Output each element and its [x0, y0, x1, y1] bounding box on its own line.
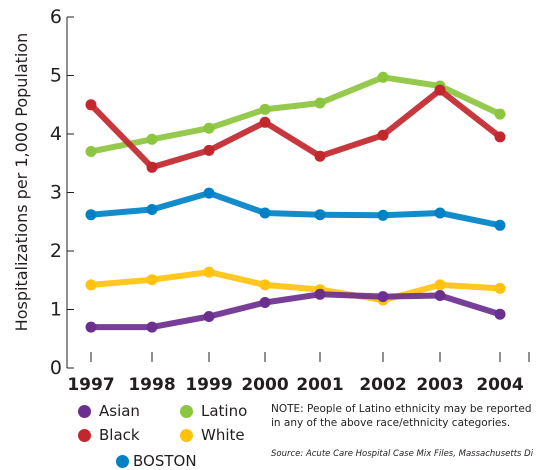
x-tick-label: 1997 [67, 375, 114, 395]
data-point-boston [314, 209, 326, 221]
x-tick-label: 1999 [185, 375, 232, 395]
data-point-black [314, 150, 326, 162]
legend-label-boston: BOSTON [133, 452, 197, 470]
y-tick-label: 4 [50, 123, 62, 145]
series-line-black [88, 87, 503, 171]
data-point-black [85, 99, 97, 111]
data-point-black [434, 84, 446, 96]
chart-axes [66, 16, 530, 369]
note-text: NOTE: People of Latino ethnicity may be … [271, 403, 532, 429]
data-point-latino [377, 71, 389, 83]
y-tick-label: 5 [50, 65, 62, 87]
black-swatch-icon [78, 428, 91, 442]
data-point-black [203, 144, 215, 156]
data-point-boston [146, 204, 158, 215]
x-tick-label: 2001 [296, 375, 343, 395]
data-point-black [146, 161, 158, 173]
x-tick-label: 2000 [241, 375, 288, 395]
data-point-asian [314, 288, 326, 300]
data-point-asian [494, 308, 506, 320]
x-tick-label: 2002 [359, 375, 406, 395]
data-point-asian [259, 297, 271, 308]
data-point-black [494, 131, 506, 143]
data-point-black [377, 129, 389, 141]
y-tick-label: 6 [50, 6, 62, 28]
data-point-asian [377, 291, 389, 303]
data-point-latino [259, 103, 271, 115]
data-point-boston [434, 207, 446, 219]
y-tick-label: 2 [50, 240, 62, 262]
series-line-asian [88, 291, 503, 331]
data-point-latino [203, 122, 215, 134]
latino-swatch-icon [180, 404, 193, 418]
x-tick-label: 2004 [476, 375, 523, 395]
data-point-boston [85, 209, 97, 221]
series-line-white [88, 269, 503, 304]
source-text: Source: Acute Care Hospital Case Mix Fil… [271, 449, 533, 459]
y-tick-label: 0 [50, 357, 62, 379]
y-axis-label: Hospitalizations per 1,000 Population [12, 33, 31, 332]
legend-item-black: Black [78, 426, 140, 444]
boston-swatch-icon [116, 454, 129, 468]
data-point-latino [494, 108, 506, 120]
data-point-black [259, 116, 271, 128]
data-point-white [434, 279, 446, 291]
legend-label-asian: Asian [99, 402, 140, 420]
data-point-white [203, 266, 215, 278]
legend-label-black: Black [99, 426, 140, 444]
y-tick-label: 1 [50, 299, 62, 321]
legend-label-white: White [201, 426, 245, 444]
x-tick-label: 2003 [416, 375, 463, 395]
data-point-white [494, 282, 506, 294]
data-point-boston [494, 219, 506, 231]
legend-item-white: White [180, 426, 245, 444]
series-line-boston [88, 190, 503, 229]
chart-series [85, 71, 506, 333]
data-point-asian [146, 321, 158, 333]
x-tick-label: 1998 [128, 375, 175, 395]
data-point-asian [434, 290, 446, 301]
data-point-asian [85, 321, 97, 333]
data-point-boston [259, 207, 271, 219]
legend-item-latino: Latino [180, 402, 247, 420]
legend-item-asian: Asian [78, 402, 140, 420]
data-point-white [85, 279, 97, 291]
legend-label-latino: Latino [201, 402, 248, 420]
data-point-latino [314, 97, 326, 109]
data-point-asian [203, 311, 215, 322]
legend-item-boston: BOSTON [116, 452, 197, 470]
asian-swatch-icon [78, 404, 91, 418]
series-line-latino [88, 74, 503, 155]
white-swatch-icon [180, 428, 193, 442]
data-point-latino [85, 146, 97, 157]
y-tick-label: 3 [50, 182, 62, 204]
data-point-white [146, 274, 158, 286]
data-point-boston [203, 187, 215, 199]
data-point-white [259, 279, 271, 291]
chart-ticks: 0 1 2 3 4 5 6 1997 1998 1999 2000 2001 2002 2003 2004 [50, 6, 524, 395]
data-point-boston [377, 209, 389, 221]
data-point-latino [146, 133, 158, 145]
